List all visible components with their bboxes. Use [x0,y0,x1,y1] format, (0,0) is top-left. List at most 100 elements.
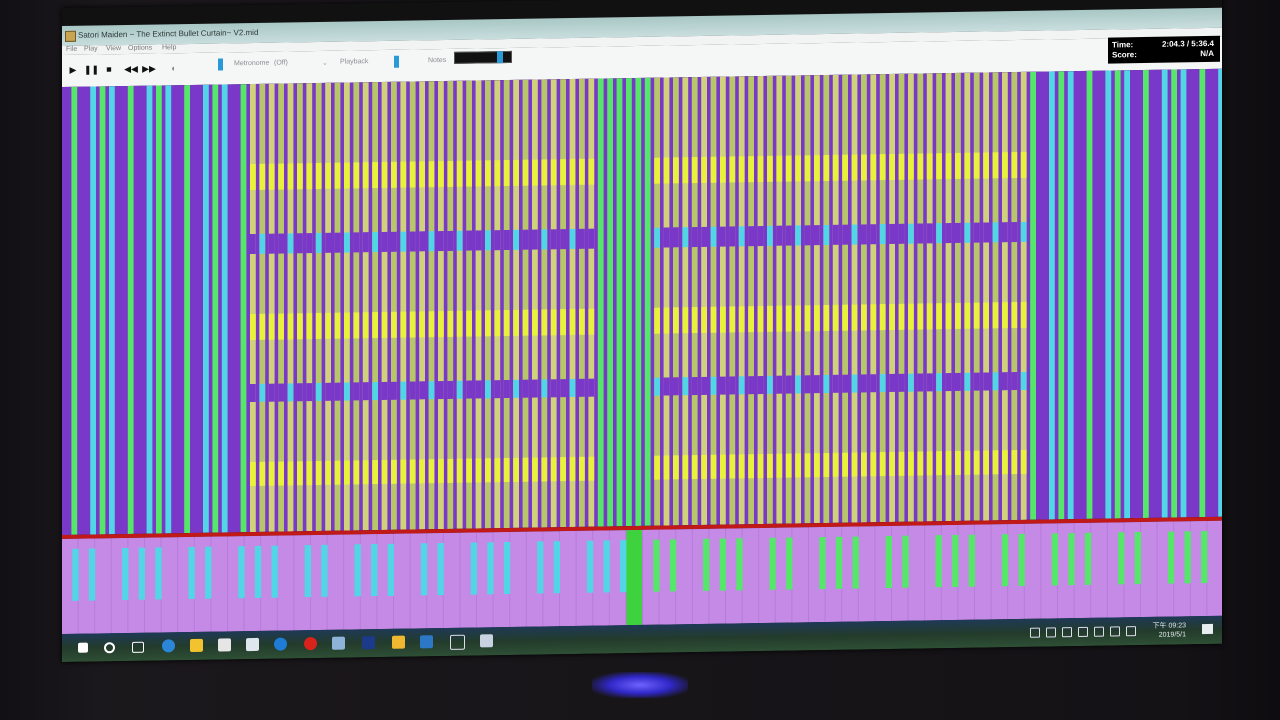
search-icon[interactable] [104,642,115,654]
browser-icon[interactable] [162,639,175,653]
input-method-icon[interactable] [1126,626,1136,637]
note-column [955,72,961,521]
note-column [1180,69,1187,518]
menu-view[interactable]: View [106,45,122,53]
chrome-icon[interactable] [274,637,287,651]
black-key [669,539,679,592]
white-key [95,538,111,634]
stats-overlay: Time: 2:04.3 / 5:36.4 Score: N/A [1108,35,1220,64]
fast-forward-icon[interactable]: ▶▶ [142,63,156,74]
black-key [553,541,563,594]
note-column [973,72,980,521]
note-block [494,458,501,483]
piano-app-icon[interactable] [480,634,493,648]
note-block [287,233,294,254]
metronome-select[interactable]: (Off) [274,59,288,67]
note-column [212,84,219,533]
menu-play[interactable]: Play [84,45,98,53]
black-key [155,547,164,600]
keyboard-icon[interactable] [1110,626,1120,637]
note-block [532,457,538,482]
note-block [579,456,585,481]
notes-slider-thumb[interactable] [497,51,503,64]
black-key [885,535,895,589]
note-block [945,303,952,330]
note-column [635,77,642,526]
black-key [254,545,264,598]
note-block [306,383,313,402]
note-block [268,461,275,486]
note-block [372,162,379,189]
calculator-icon[interactable] [450,634,465,650]
task-view-icon[interactable] [132,641,144,653]
note-block [945,451,952,476]
note-column [325,82,332,531]
note-column [231,84,237,533]
note-column [588,78,595,527]
volume-slider-thumb[interactable] [218,58,223,71]
note-block [287,163,294,190]
playback-slider-thumb[interactable] [394,55,399,68]
note-block [268,313,275,340]
piano-keyboard[interactable] [62,520,1222,634]
menu-options[interactable]: Options [128,44,153,52]
note-block [983,372,990,391]
note-block [663,227,670,248]
display-icon[interactable] [1094,626,1104,637]
notification-icon[interactable] [1202,623,1213,635]
note-block [494,230,501,251]
note-block [381,231,388,252]
speaker-icon[interactable] [1062,627,1072,638]
chevron-down-icon[interactable]: ⌄ [322,59,328,67]
note-block [532,159,538,186]
menu-help[interactable]: Help [162,44,177,52]
start-icon[interactable] [78,642,88,653]
rewind-icon[interactable]: ◀◀ [124,63,138,75]
note-block [447,160,454,187]
app-icon-2[interactable] [362,636,375,650]
piano-keys[interactable] [62,520,1222,634]
folder-icon[interactable] [190,638,203,652]
note-block [673,377,679,396]
note-block [278,461,284,486]
note-block [1002,152,1008,179]
white-key [1141,521,1157,618]
black-key [88,548,98,601]
play-icon[interactable]: ▶ [69,64,77,75]
note-block [767,155,773,182]
note-column [1030,71,1037,520]
note-block [287,313,294,340]
pause-icon[interactable]: ❚❚ [84,64,100,75]
app-icon-4[interactable] [420,635,433,649]
stop-icon[interactable]: ■ [106,64,112,75]
person-icon[interactable] [1030,627,1040,638]
network-icon[interactable] [1078,626,1088,638]
note-block [391,311,397,338]
note-block [861,374,867,393]
note-block [992,450,999,475]
volume-icon[interactable]: ◖ [170,63,176,74]
monitor-power-light [592,672,688,698]
note-block [306,163,313,190]
note-block [362,382,369,401]
taskbar-clock[interactable]: 下午 09:23 2019/5/1 [1144,621,1186,640]
mail-icon[interactable] [246,637,259,652]
app-icon-1[interactable] [332,636,345,650]
chevron-up-icon[interactable] [1046,627,1056,638]
white-key [327,534,344,630]
note-block [973,450,980,475]
note-column [870,74,877,523]
note-column [1011,71,1018,521]
store-icon[interactable] [218,638,231,652]
note-block [710,226,717,247]
note-block [804,305,811,332]
note-column [879,74,886,523]
note-block [748,454,755,479]
black-key [420,543,430,596]
note-block [832,452,839,477]
note-block [541,229,548,250]
notes-slider[interactable] [454,50,512,64]
menu-file[interactable]: File [66,45,78,53]
app-icon-3[interactable] [392,635,405,649]
media-icon[interactable] [304,636,317,651]
